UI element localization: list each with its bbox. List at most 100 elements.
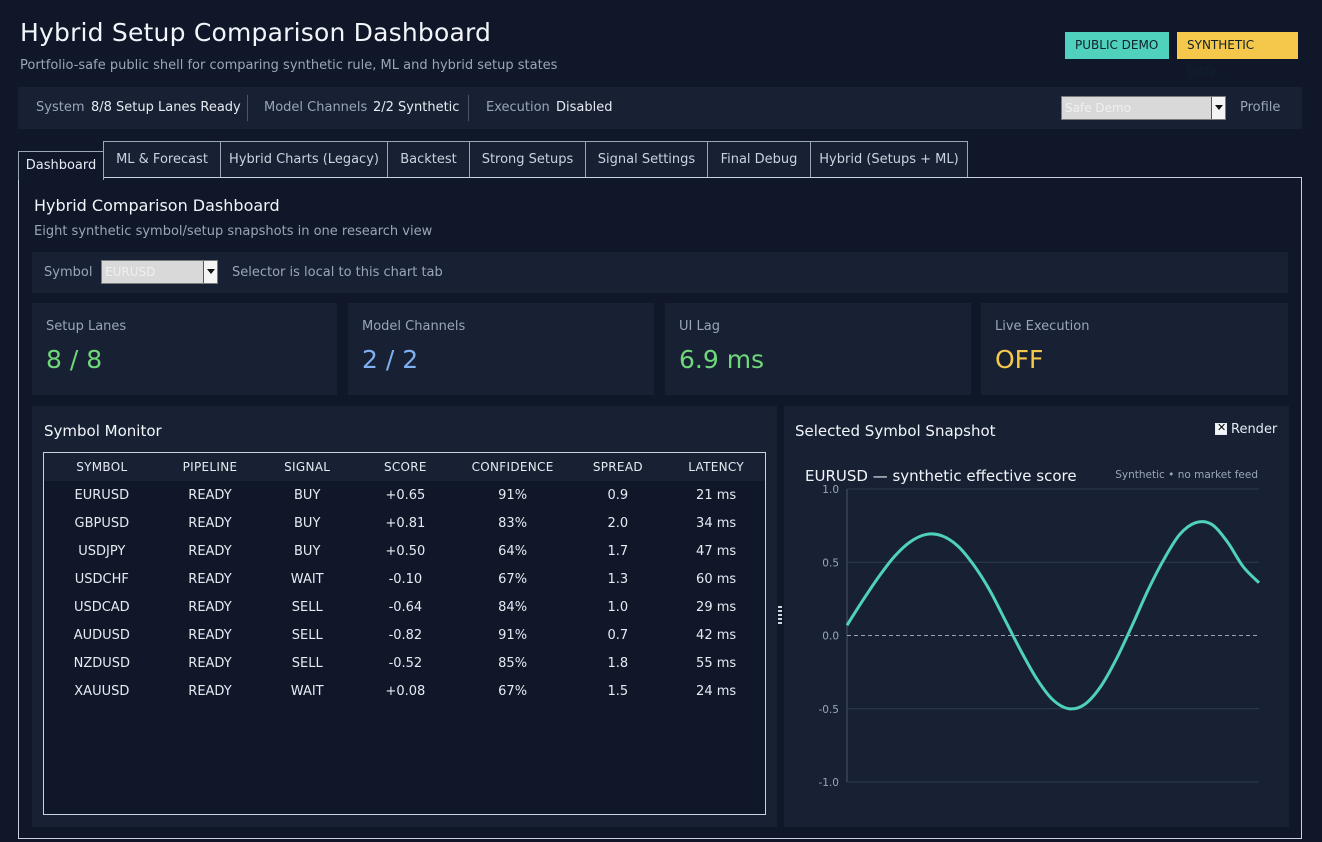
tab-backtest[interactable]: Backtest <box>387 141 470 178</box>
kpi-card-model-channels: Model Channels 2 / 2 <box>348 303 654 395</box>
symbol-monitor-panel: Symbol Monitor SYMBOL PIPELINE SIGNAL SC… <box>32 406 777 827</box>
table-cell: USDCAD <box>73 599 130 615</box>
render-label[interactable]: Render <box>1231 422 1278 437</box>
table-cell: 67% <box>498 683 528 699</box>
table-cell: -0.82 <box>388 627 423 643</box>
chart-annotation: Synthetic • no market feed <box>1115 469 1258 481</box>
symbol-table[interactable]: SYMBOL PIPELINE SIGNAL SCORE CONFIDENCE … <box>43 452 766 815</box>
table-cell: 0.7 <box>607 627 629 643</box>
table-row[interactable]: USDCAD READY SELL -0.64 84% 1.0 29 ms <box>44 593 765 621</box>
column-header[interactable]: SIGNAL <box>260 453 355 481</box>
render-checkbox[interactable] <box>1215 421 1227 435</box>
y-tick-label: 1.0 <box>822 484 839 496</box>
table-cell: READY <box>188 599 232 615</box>
chart-title: EURUSD — synthetic effective score <box>805 467 1077 485</box>
panel-title: Hybrid Comparison Dashboard <box>34 196 280 215</box>
table-cell: READY <box>188 655 232 671</box>
column-header[interactable]: CONFIDENCE <box>456 453 569 481</box>
table-cell: GBPUSD <box>74 515 130 531</box>
table-cell: 24 ms <box>696 683 737 699</box>
divider <box>468 95 469 121</box>
table-header-row: SYMBOL PIPELINE SIGNAL SCORE CONFIDENCE … <box>44 453 765 481</box>
table-cell: READY <box>188 683 232 699</box>
profile-select[interactable]: Safe Demo <box>1061 96 1226 120</box>
tab-strong-setups[interactable]: Strong Setups <box>469 141 586 178</box>
profile-select-value: Safe Demo <box>1065 101 1132 115</box>
table-cell: WAIT <box>290 683 324 699</box>
table-cell: 1.8 <box>607 655 629 671</box>
table-cell: 84% <box>498 599 528 615</box>
table-cell: 47 ms <box>696 543 737 559</box>
table-cell: +0.08 <box>385 683 426 699</box>
column-header[interactable]: SCORE <box>354 453 457 481</box>
table-cell: 91% <box>498 627 528 643</box>
table-cell: READY <box>188 571 232 587</box>
table-row[interactable]: NZDUSD READY SELL -0.52 85% 1.8 55 ms <box>44 649 765 677</box>
y-tick-label: 0.5 <box>822 557 839 569</box>
model-channels-label: Model Channels <box>264 100 368 115</box>
table-cell: SELL <box>291 627 323 643</box>
divider <box>247 95 248 121</box>
table-cell: USDCHF <box>74 571 129 587</box>
tab-signal-settings[interactable]: Signal Settings <box>585 141 708 178</box>
table-row[interactable]: EURUSD READY BUY +0.65 91% 0.9 21 ms <box>44 481 765 509</box>
table-cell: READY <box>188 543 232 559</box>
app-title: Hybrid Setup Comparison Dashboard <box>20 18 492 47</box>
kpi-label: Model Channels <box>362 319 466 334</box>
column-header[interactable]: SYMBOL <box>44 453 160 481</box>
selected-symbol-snapshot-panel: EURUSD — synthetic effective score Synthe… <box>784 406 1289 827</box>
table-cell: BUY <box>294 543 321 559</box>
table-cell: READY <box>188 515 232 531</box>
table-cell: READY <box>188 487 232 503</box>
table-cell: EURUSD <box>74 487 130 503</box>
chevron-down-icon[interactable] <box>1211 97 1225 119</box>
snapshot-title: Selected Symbol Snapshot <box>795 422 996 440</box>
table-row[interactable]: AUDUSD READY SELL -0.82 91% 0.7 42 ms <box>44 621 765 649</box>
kpi-label: UI Lag <box>679 319 720 334</box>
symbol-selector-row: Symbol EURUSD Selector is local to this … <box>32 252 1288 293</box>
table-cell: 21 ms <box>696 487 737 503</box>
symbol-label: Symbol <box>44 265 93 280</box>
symbol-hint: Selector is local to this chart tab <box>232 265 443 280</box>
symbol-select[interactable]: EURUSD <box>101 260 218 284</box>
execution-label: Execution <box>486 100 550 115</box>
table-cell: 1.3 <box>607 571 629 587</box>
table-row[interactable]: USDCHF READY WAIT -0.10 67% 1.3 60 ms <box>44 565 765 593</box>
synthetic-data-badge: SYNTHETIC DATA <box>1177 32 1298 79</box>
table-cell: -0.52 <box>388 655 423 671</box>
tab-ml-forecast[interactable]: ML & Forecast <box>103 141 221 178</box>
kpi-label: Setup Lanes <box>46 319 127 334</box>
public-demo-badge: PUBLIC DEMO <box>1065 32 1169 59</box>
table-cell: +0.65 <box>385 487 426 503</box>
table-cell: +0.50 <box>385 543 426 559</box>
tab-hybrid-charts-legacy[interactable]: Hybrid Charts (Legacy) <box>220 141 388 178</box>
column-header[interactable]: PIPELINE <box>159 453 261 481</box>
chevron-down-icon[interactable] <box>203 261 217 283</box>
table-cell: WAIT <box>290 571 324 587</box>
splitter-handle[interactable] <box>778 606 782 626</box>
column-header[interactable]: SPREAD <box>568 453 668 481</box>
y-tick-label: -0.5 <box>819 704 840 716</box>
kpi-card-live-execution: Live Execution OFF <box>981 303 1288 395</box>
table-row[interactable]: XAUUSD READY WAIT +0.08 67% 1.5 24 ms <box>44 677 765 705</box>
table-cell: SELL <box>291 599 323 615</box>
table-cell: -0.10 <box>388 571 423 587</box>
y-tick-label: -1.0 <box>819 777 840 789</box>
score-chart: EURUSD — synthetic effective score Synthe… <box>805 467 1261 789</box>
score-series-line <box>845 520 1261 711</box>
table-cell: BUY <box>294 487 321 503</box>
table-cell: 60 ms <box>696 571 737 587</box>
table-cell: SELL <box>291 655 323 671</box>
tab-dashboard[interactable]: Dashboard <box>18 151 104 180</box>
kpi-value: 6.9 ms <box>679 345 765 374</box>
table-row[interactable]: USDJPY READY BUY +0.50 64% 1.7 47 ms <box>44 537 765 565</box>
tab-final-debug[interactable]: Final Debug <box>707 141 811 178</box>
tab-hybrid-setups-ml[interactable]: Hybrid (Setups + ML) <box>810 141 968 178</box>
column-header[interactable]: LATENCY <box>667 453 765 481</box>
kpi-value: 8 / 8 <box>46 345 103 374</box>
kpi-value: OFF <box>995 345 1044 374</box>
table-cell: USDJPY <box>78 543 126 559</box>
table-row[interactable]: GBPUSD READY BUY +0.81 83% 2.0 34 ms <box>44 509 765 537</box>
app-subtitle: Portfolio-safe public shell for comparin… <box>20 58 558 73</box>
symbol-select-value: EURUSD <box>105 265 156 279</box>
